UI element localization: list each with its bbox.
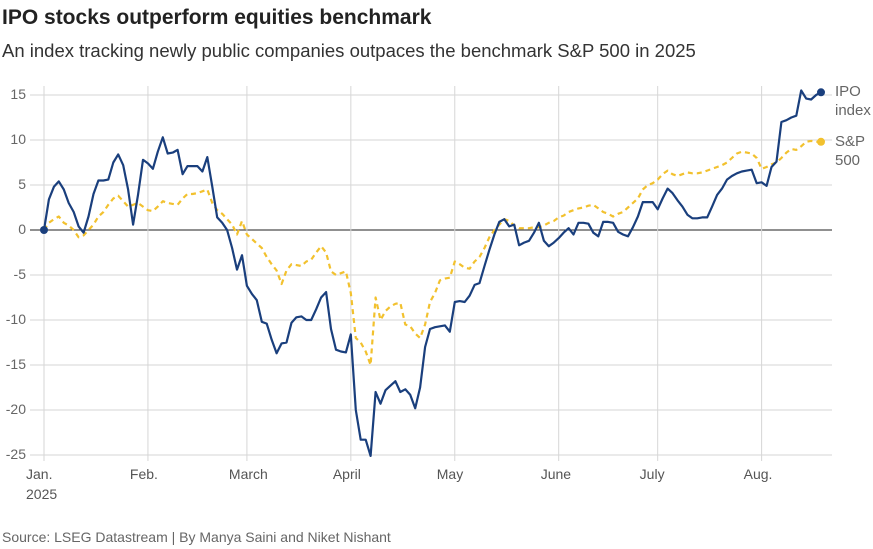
y-tick-label: -25 bbox=[5, 446, 26, 462]
x-tick-label: Aug. bbox=[743, 466, 773, 482]
series-line bbox=[43, 139, 821, 367]
start-dot bbox=[40, 226, 48, 234]
x-tick-label: April bbox=[332, 466, 361, 482]
x-tick-label: May bbox=[436, 466, 464, 482]
y-tick-label: -5 bbox=[13, 266, 26, 282]
y-tick-label: -15 bbox=[5, 356, 26, 372]
chart-subtitle: An index tracking newly public companies… bbox=[2, 40, 696, 61]
x-tick-label: June bbox=[540, 466, 572, 482]
y-tick-label: 5 bbox=[18, 176, 26, 192]
series-label: IPO index bbox=[835, 83, 871, 120]
y-tick-label: -20 bbox=[5, 401, 26, 417]
y-tick-label: -10 bbox=[5, 311, 26, 327]
y-tick-label: 0 bbox=[18, 221, 26, 237]
x-tick-label: March bbox=[228, 466, 268, 482]
x-tick-label: Feb. bbox=[129, 466, 158, 482]
source-note: Source: LSEG Datastream | By Manya Saini… bbox=[2, 529, 391, 545]
x-tick-label: July bbox=[639, 466, 665, 482]
series-line bbox=[42, 89, 822, 457]
x-tick-label: Jan. 2025 bbox=[26, 466, 58, 502]
y-tick-label: 10 bbox=[10, 131, 26, 147]
end-dot bbox=[817, 137, 825, 146]
chart-title: IPO stocks outperform equities benchmark bbox=[2, 6, 432, 29]
y-tick-label: 15 bbox=[10, 86, 26, 102]
end-dot bbox=[817, 88, 825, 97]
series-label: S&P 500 bbox=[835, 132, 865, 169]
